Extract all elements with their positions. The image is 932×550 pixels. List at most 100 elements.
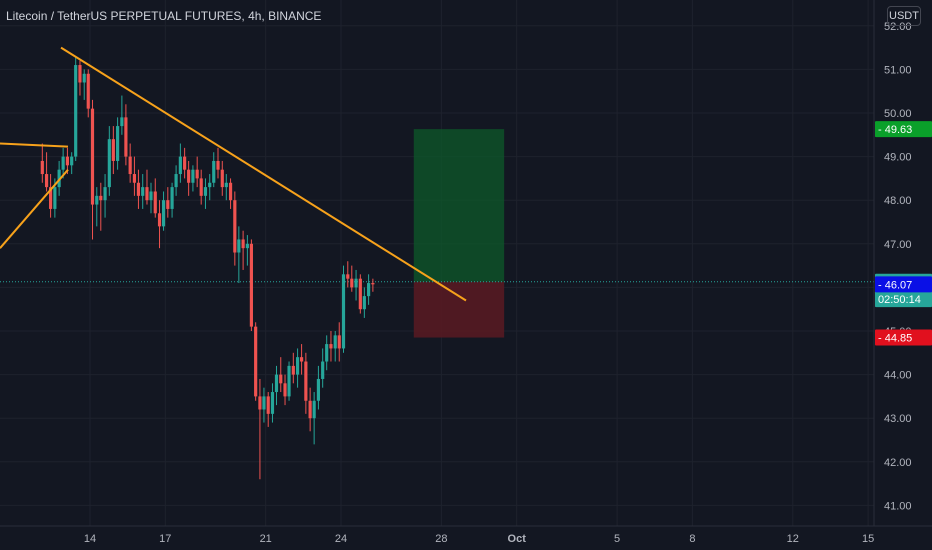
candle-body <box>161 200 166 227</box>
candle-body <box>49 187 53 209</box>
candle <box>183 147 187 179</box>
candle <box>191 165 195 192</box>
candle <box>254 322 258 401</box>
candle-body <box>237 239 241 253</box>
candle-body <box>187 169 191 183</box>
time-axis[interactable]: 14 17 21 24 28 Oct 5 8 12 15 <box>0 525 932 545</box>
candle-body <box>82 73 86 83</box>
candle-body <box>90 108 95 205</box>
price-axis-label: 48.00 <box>884 195 912 207</box>
candle-body <box>203 187 208 196</box>
time-axis-label: 5 <box>614 533 620 545</box>
candle-body <box>220 169 224 188</box>
currency-button[interactable]: USDT <box>887 6 921 26</box>
candle <box>103 174 107 218</box>
candle-body <box>321 361 325 379</box>
candle-body <box>371 283 375 285</box>
time-axis-label: 8 <box>689 533 695 545</box>
candle-body <box>191 169 195 183</box>
candle <box>354 269 358 301</box>
loss-zone <box>413 281 505 338</box>
candle <box>371 278 375 292</box>
candle <box>224 174 228 201</box>
candle-body <box>354 278 358 288</box>
candle <box>220 160 224 196</box>
candle-body <box>166 200 170 209</box>
candle <box>329 331 333 362</box>
candle-body <box>254 326 258 397</box>
trendline <box>60 46 467 302</box>
candle <box>120 95 124 135</box>
candle-body <box>120 117 124 127</box>
candle-body <box>208 182 212 188</box>
candle-body <box>358 278 362 310</box>
time-axis-label: 21 <box>260 533 272 545</box>
target-price-tag-label: - 49.63 <box>878 124 912 136</box>
candle <box>187 160 191 196</box>
candle <box>325 335 329 371</box>
candle-body <box>241 239 245 249</box>
candle <box>70 152 74 175</box>
candle <box>287 361 291 401</box>
current-price-tag: - 46.07 <box>875 276 932 293</box>
candle <box>86 69 90 118</box>
candle <box>262 387 266 423</box>
candle-body <box>86 73 90 109</box>
candle <box>241 230 245 270</box>
candle <box>358 274 362 314</box>
candle-body <box>153 191 157 214</box>
candle-body <box>224 182 228 188</box>
candle-body <box>136 182 141 196</box>
candle <box>279 357 283 393</box>
candle-body <box>128 156 132 175</box>
time-axis-label: 24 <box>335 533 347 545</box>
candle-body <box>149 191 153 201</box>
candle <box>316 365 320 410</box>
candle-body <box>199 178 203 196</box>
candle <box>116 117 120 170</box>
candle <box>44 152 49 192</box>
candle-body <box>350 278 354 288</box>
candle-body <box>337 335 341 349</box>
candle <box>362 287 366 318</box>
candle-body <box>228 182 233 201</box>
countdown-tag-bg <box>875 291 932 308</box>
profit-zone <box>413 129 505 282</box>
candle-body <box>74 65 78 157</box>
candle-body <box>40 160 44 175</box>
candle <box>212 152 216 188</box>
candle-body <box>107 139 111 188</box>
candle <box>136 169 141 209</box>
candle-body <box>362 296 366 310</box>
candle-body <box>270 392 275 414</box>
candle <box>99 182 103 231</box>
candle <box>295 348 300 388</box>
candle <box>321 348 325 388</box>
candle-body <box>216 160 220 170</box>
candle-body <box>95 195 99 205</box>
candle <box>367 274 371 305</box>
price-axis-label: 44.00 <box>884 370 912 382</box>
candle <box>166 187 170 218</box>
candle <box>40 143 44 183</box>
candle-body <box>249 243 253 327</box>
candle-body <box>233 200 237 253</box>
candle-body <box>258 396 262 410</box>
candle <box>237 226 241 284</box>
candle-body <box>245 243 249 249</box>
price-axis[interactable]: 52.0051.0050.0049.0048.0047.0046.0045.00… <box>873 0 912 526</box>
trendline-drawings[interactable] <box>0 46 467 302</box>
candle-body <box>99 195 103 201</box>
candle-body <box>325 344 329 362</box>
price-axis-label: 51.00 <box>884 64 912 76</box>
candle <box>249 239 253 331</box>
candle <box>82 69 86 100</box>
candle <box>178 143 182 183</box>
target-price-tag-bg <box>875 121 932 138</box>
candle-body <box>170 187 174 209</box>
current-price-tag-bg <box>875 276 932 293</box>
candle-body <box>178 156 182 175</box>
candle-body <box>346 274 350 279</box>
